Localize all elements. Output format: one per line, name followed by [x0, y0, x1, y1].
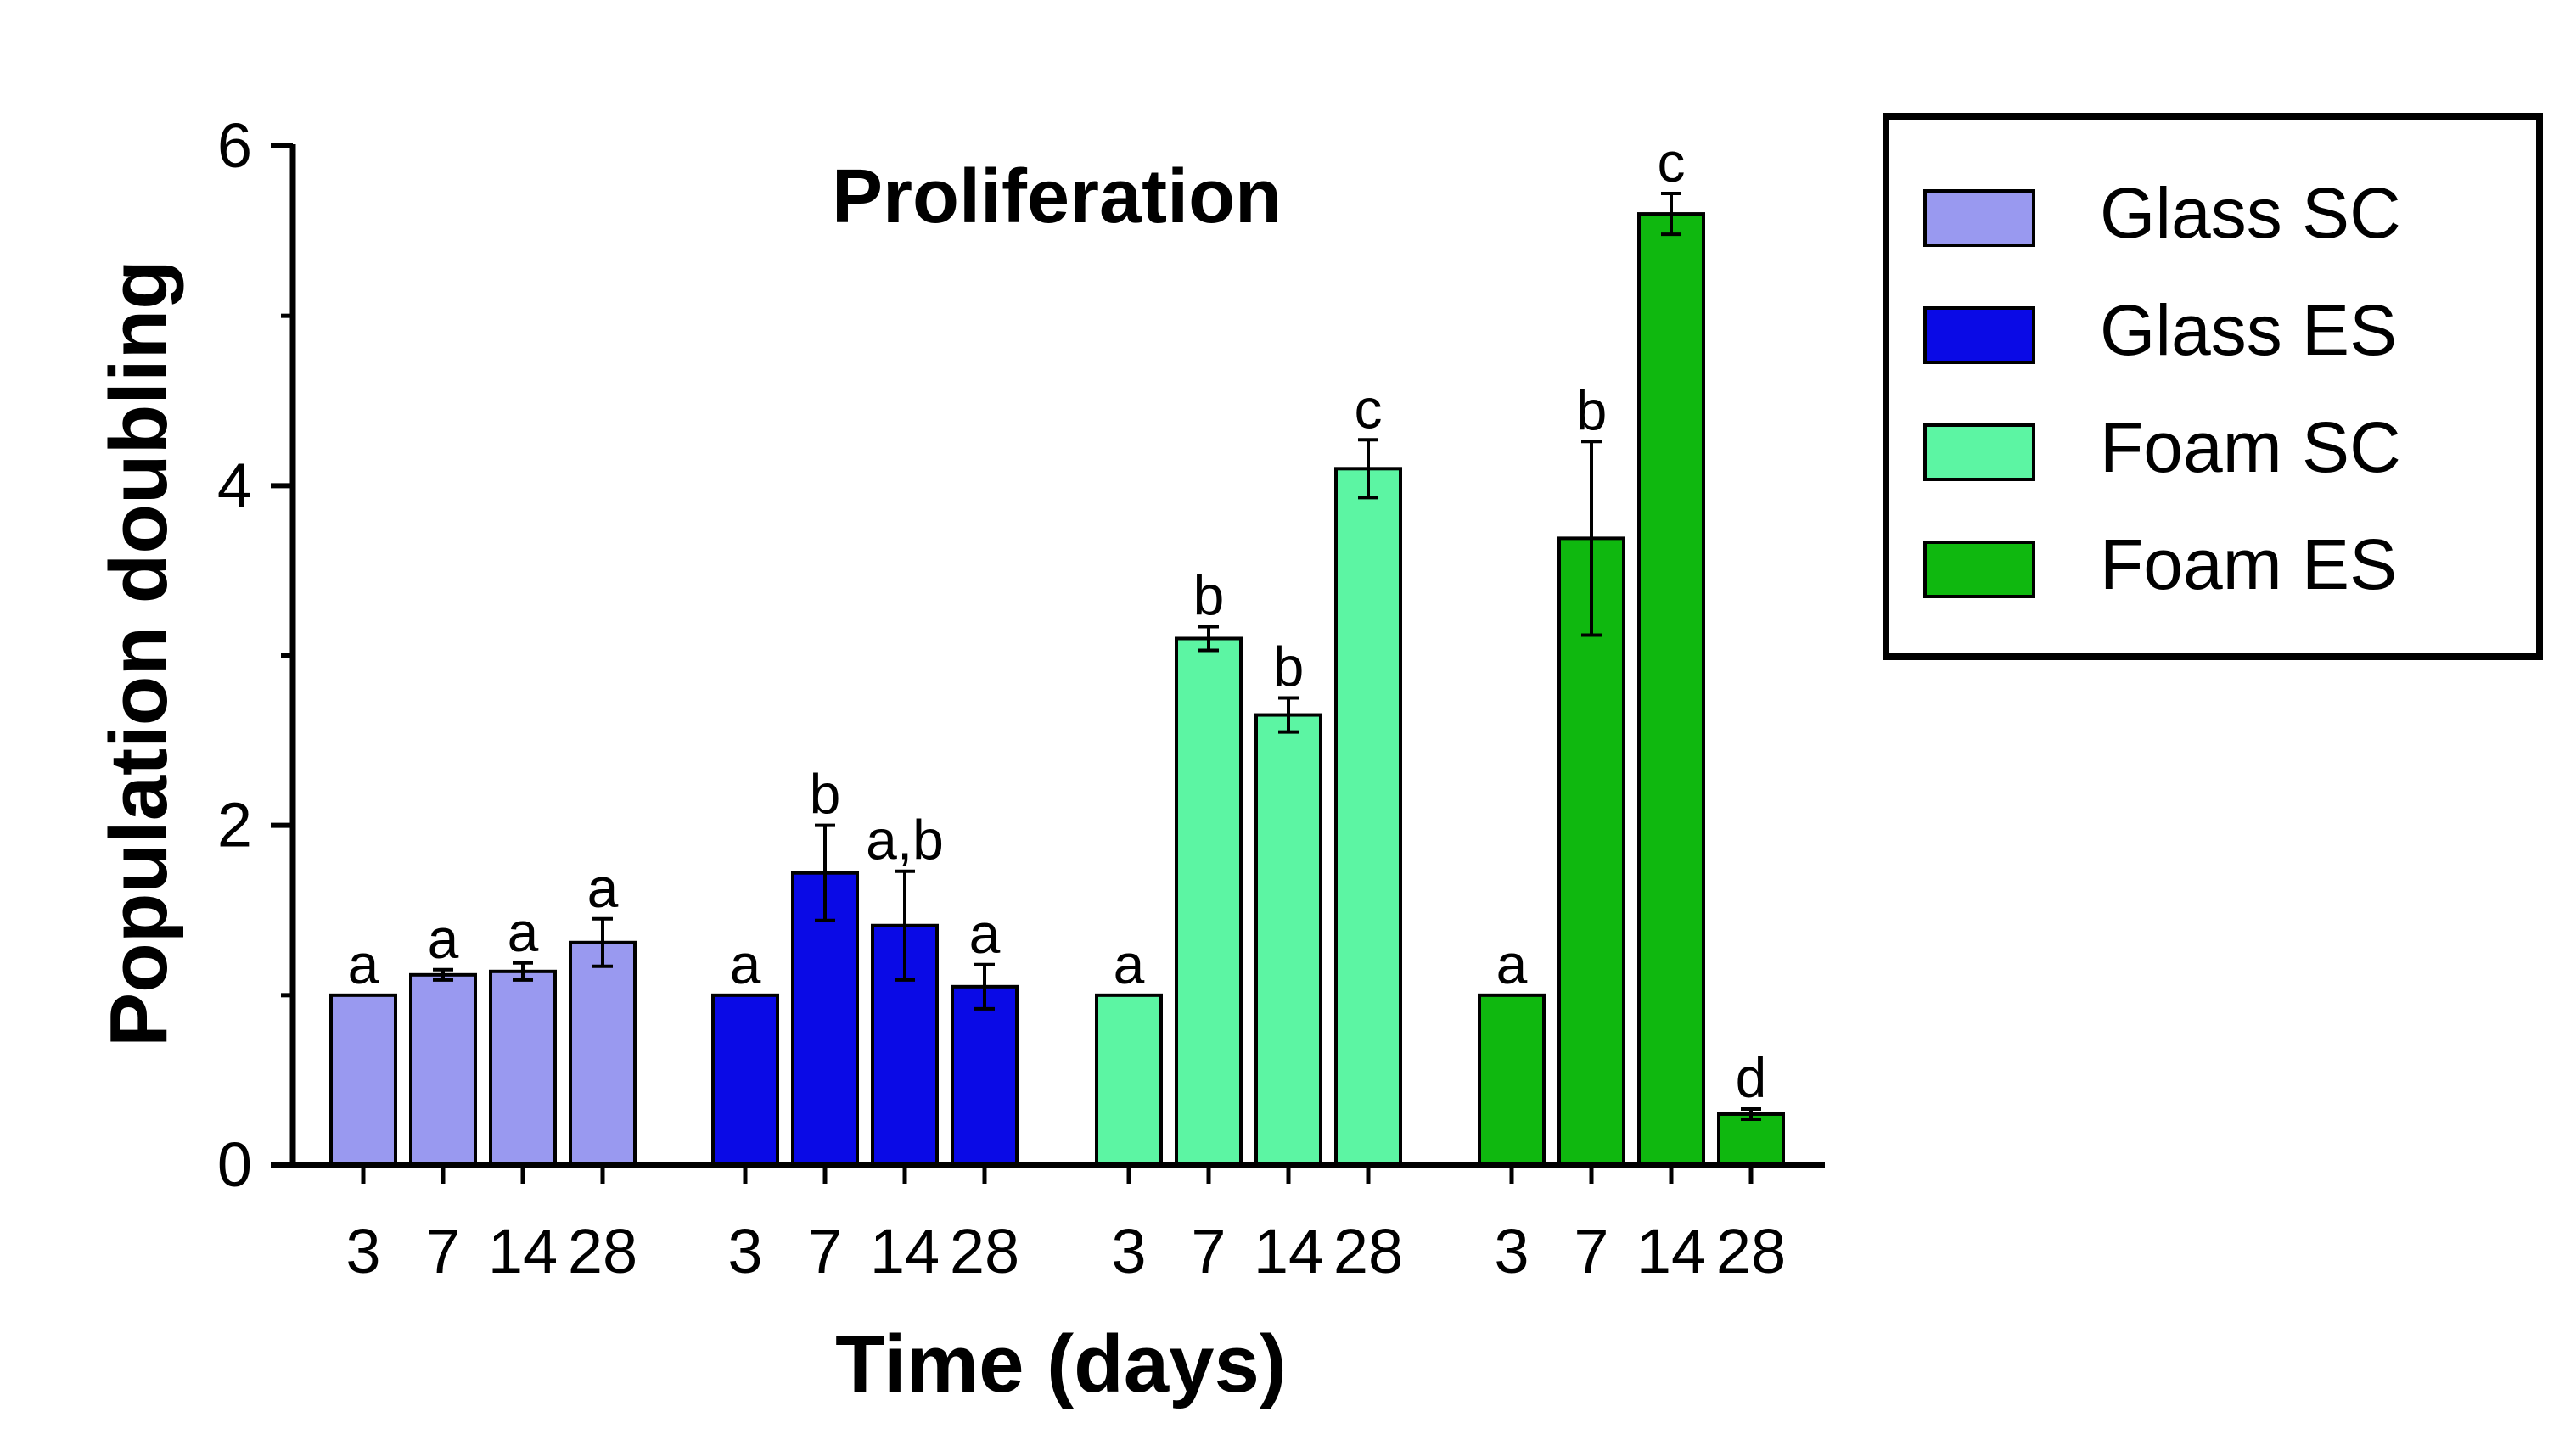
y-tick-label: 2 [217, 790, 252, 860]
bar [951, 984, 1019, 1167]
legend-swatch [1923, 423, 2035, 481]
legend-swatch [1923, 189, 2035, 247]
bar [1254, 713, 1322, 1167]
labels-layer: a 3 a 7 a 14 a 28 a 3 b 7 a,b 14 a 28 a 3 b 7 b 14 c 28 a 3 b 7 c 14 d… [93, 110, 1786, 1409]
significance-letter: c [1355, 377, 1383, 440]
bar [409, 972, 477, 1168]
significance-letter: a [969, 902, 1001, 965]
x-tick-label: 3 [1494, 1216, 1529, 1286]
significance-letter: b [1273, 636, 1305, 698]
bar [711, 993, 779, 1168]
y-tick-label: 0 [217, 1129, 252, 1200]
bar [1717, 1112, 1785, 1167]
x-tick-label: 14 [1254, 1216, 1323, 1286]
x-tick-label: 7 [425, 1216, 460, 1286]
axes-layer [271, 143, 1825, 1184]
significance-letter: b [1576, 378, 1608, 441]
bar [1334, 467, 1402, 1167]
x-tick-label: 3 [727, 1216, 762, 1286]
significance-letter: a [348, 933, 379, 995]
significance-letter: c [1658, 131, 1686, 193]
bar [1557, 536, 1625, 1167]
legend: Glass SC Glass ES Foam SC Foam ES [1883, 113, 2543, 660]
legend-swatch [1923, 306, 2035, 364]
y-tick-label: 6 [217, 110, 252, 181]
x-tick-label: 7 [1574, 1216, 1608, 1286]
x-tick-label: 28 [1716, 1216, 1786, 1286]
significance-letter: a,b [866, 809, 944, 871]
significance-letter: a [730, 933, 761, 995]
bar [1478, 993, 1546, 1168]
bar [489, 969, 557, 1168]
legend-label: Glass SC [2100, 173, 2401, 253]
significance-letter: a [508, 900, 539, 963]
bar [1637, 212, 1705, 1168]
y-tick-label: 4 [217, 450, 252, 520]
significance-letter: b [810, 763, 841, 826]
significance-letter: d [1736, 1046, 1767, 1109]
legend-label: Foam ES [2100, 524, 2397, 604]
x-tick-label: 3 [345, 1216, 380, 1286]
x-tick-label: 28 [568, 1216, 637, 1286]
legend-label: Glass ES [2100, 290, 2397, 370]
x-tick-label: 28 [1333, 1216, 1403, 1286]
x-axis-label: Time (days) [835, 1319, 1287, 1409]
x-tick-label: 14 [488, 1216, 558, 1286]
significance-letter: b [1193, 563, 1225, 626]
significance-letter: a [1114, 933, 1145, 995]
x-tick-label: 28 [950, 1216, 1019, 1286]
x-tick-label: 3 [1111, 1216, 1146, 1286]
bar [569, 940, 637, 1167]
bar [1175, 636, 1243, 1167]
significance-letter: a [1496, 933, 1528, 995]
bar [329, 993, 397, 1168]
x-tick-label: 14 [870, 1216, 940, 1286]
x-tick-label: 7 [807, 1216, 842, 1286]
legend-swatch [1923, 541, 2035, 598]
bars-layer [329, 192, 1785, 1168]
y-axis-label: Population doubling [93, 260, 184, 1047]
x-tick-label: 7 [1191, 1216, 1226, 1286]
bar [1095, 993, 1163, 1168]
legend-label: Foam SC [2100, 407, 2401, 487]
x-tick-label: 14 [1636, 1216, 1706, 1286]
chart-title: Proliferation [832, 154, 1282, 239]
significance-letter: a [428, 907, 459, 970]
significance-letter: a [587, 856, 619, 919]
